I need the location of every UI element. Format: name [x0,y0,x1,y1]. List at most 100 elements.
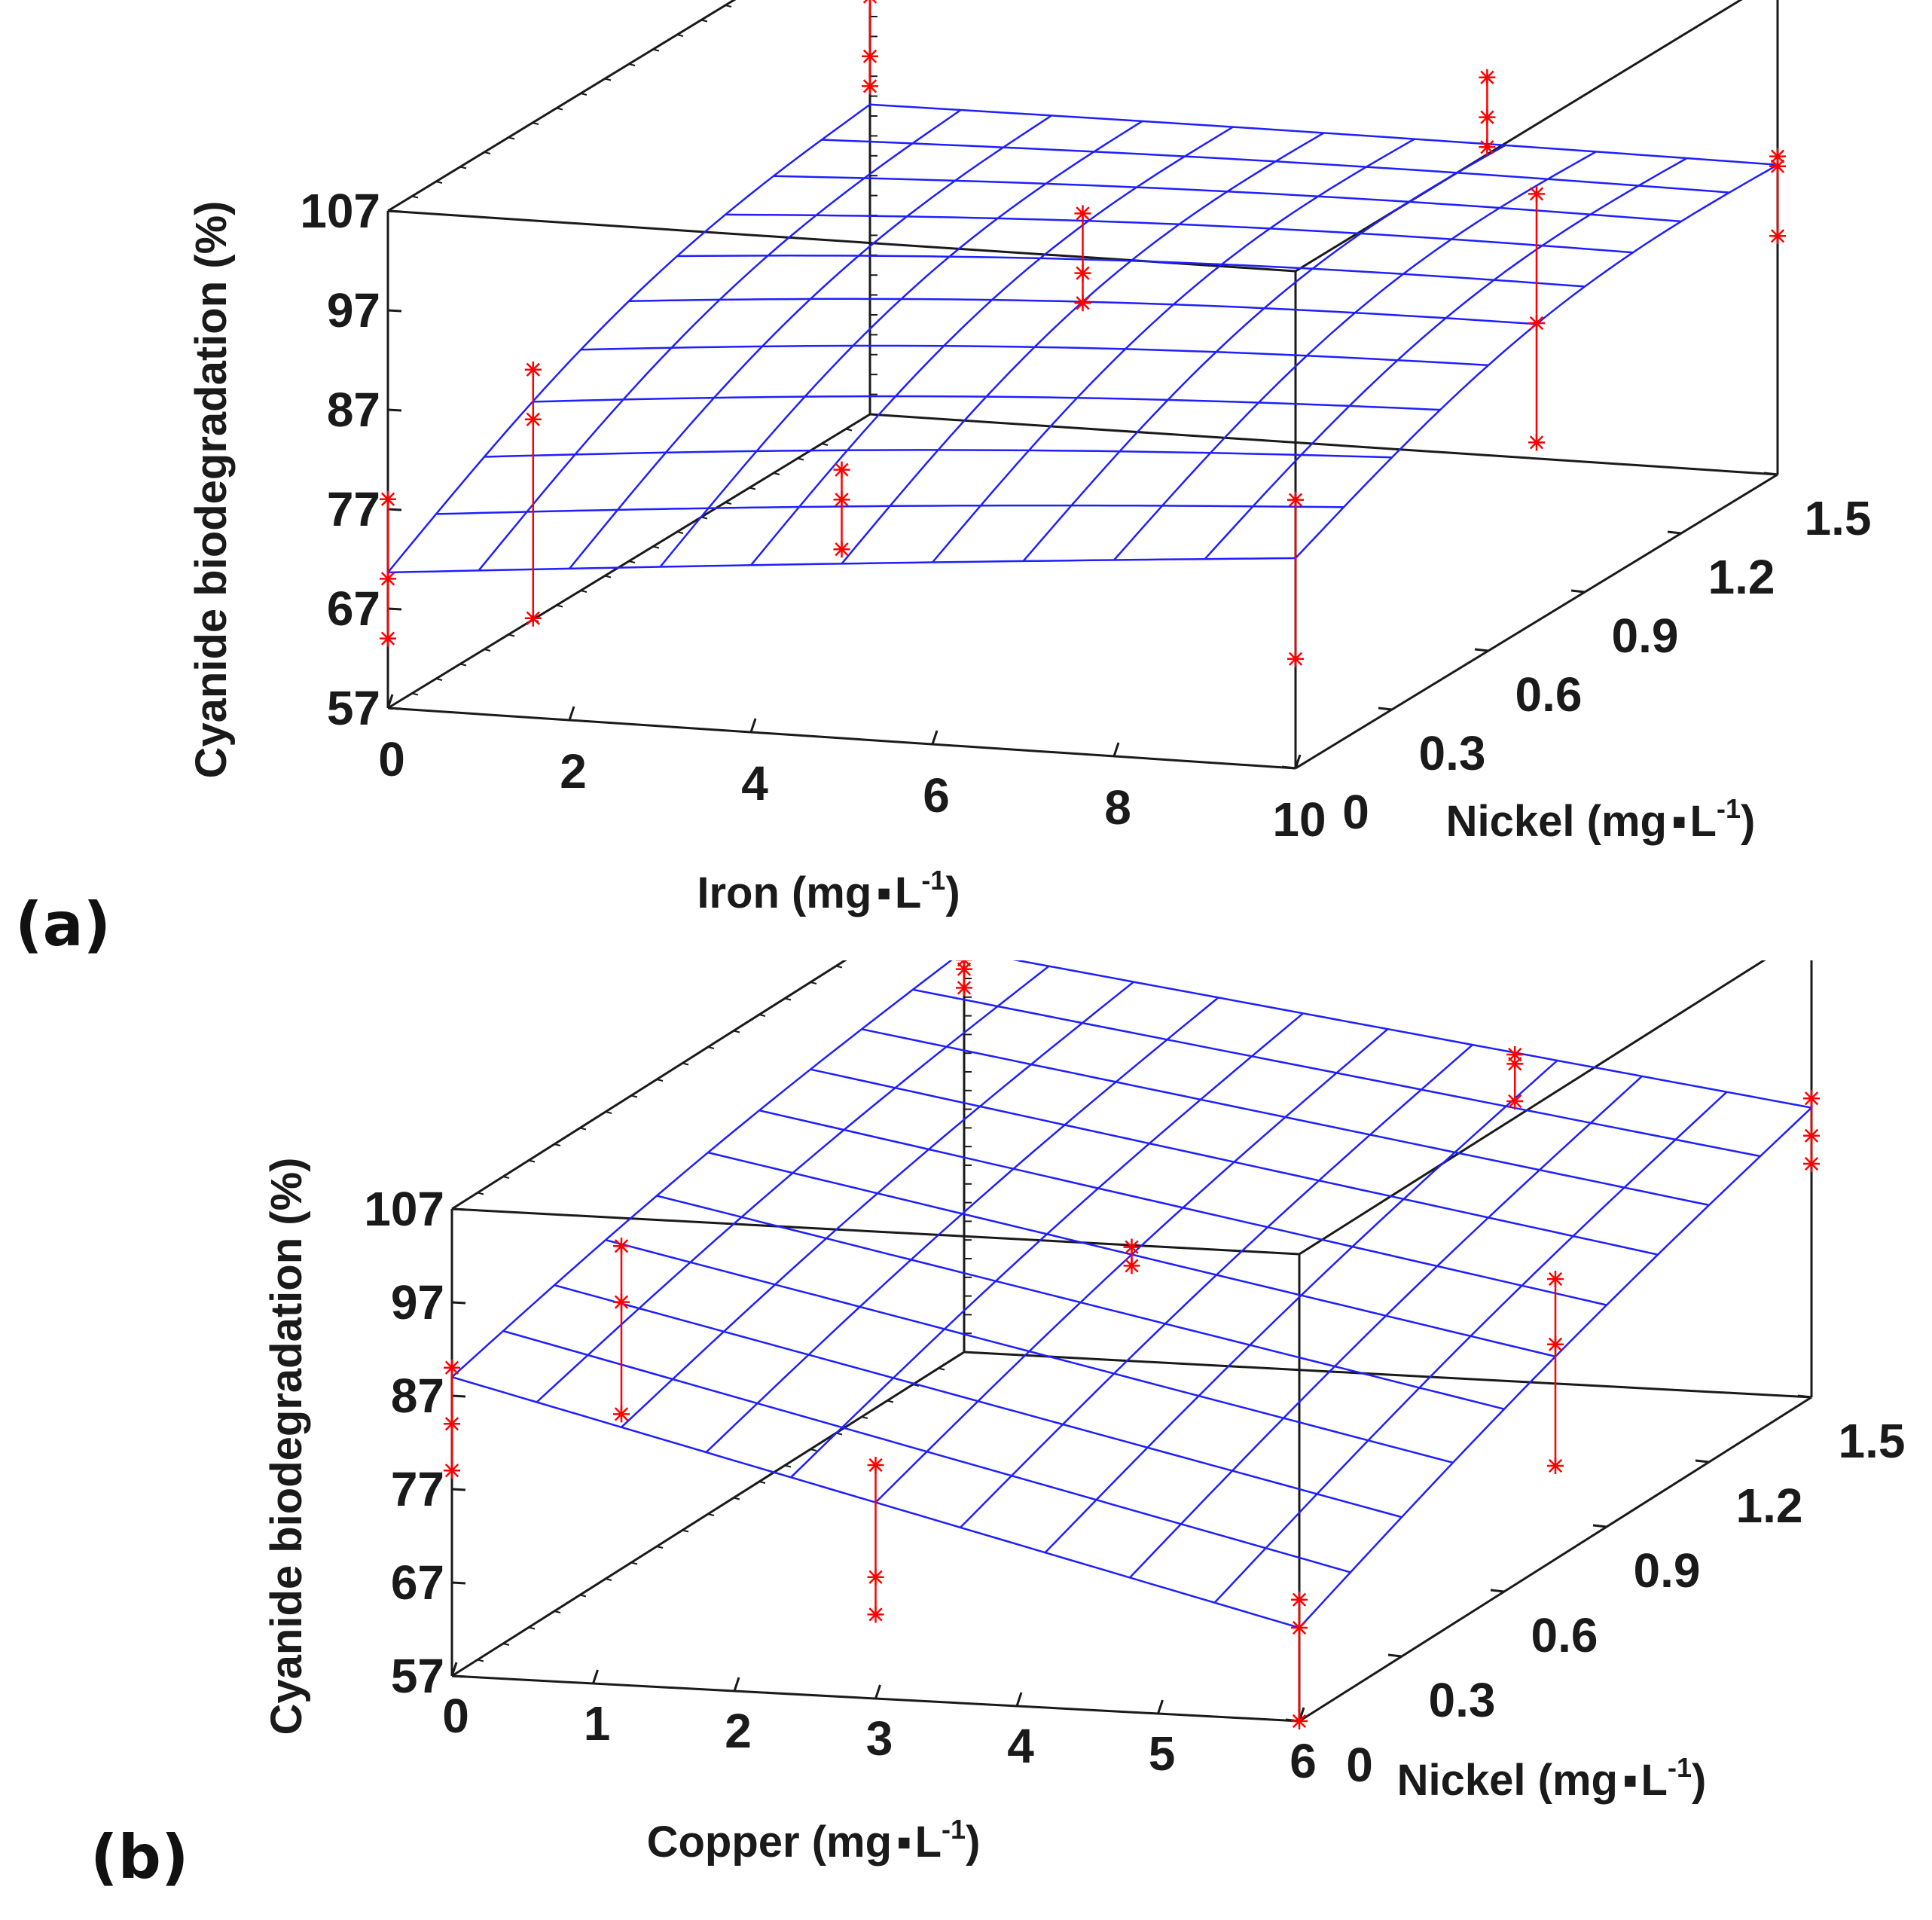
chart-b-asterisk-stroke [963,960,972,967]
chart-a-surface-line-y [932,138,1415,563]
chart-a-surface-line-x [580,344,1489,367]
chart-b-x-tick-mark [733,1677,740,1692]
chart-a-y-minor-tick [484,151,491,154]
chart-b-box-edge [1299,960,1766,1256]
chart-a-x-tick-label: 6 [923,768,950,823]
chart-b-data-point [444,1415,460,1433]
chart-b-x-axis-title-unit: L [915,1818,942,1867]
chart-a-y-minor-tick [459,166,467,169]
chart-a-asterisk-stroke [1076,296,1090,310]
chart-a-x-tick-label: 10 [1272,792,1326,847]
chart-b-z-tick-mark [451,1394,466,1398]
chart-a-y-tick-label: 1.2 [1708,550,1775,604]
chart-a-z-tick-mark [387,408,402,412]
chart-a-data-point [1479,69,1496,86]
chart-b-y-minor-tick [733,1497,740,1500]
chart-b-surface-line-y [705,997,1219,1453]
chart-b-data-point [444,1462,460,1479]
chart-a-y-axis-title-unit: L [1690,797,1717,846]
chart-a-data-point [524,609,542,627]
chart-b-x-tick-label: 5 [1149,1726,1176,1781]
chart-b-x-tick-label: 3 [866,1711,893,1766]
chart-a-y-minor-tick [700,516,708,520]
chart-b-y-tick-mark [1490,1589,1505,1593]
chart-a-asterisk-stroke [380,492,395,506]
chart-a-box-edge [1295,473,1778,770]
chart-a-y-tick-mark [1667,530,1682,535]
chart-a-y-tick-label: 0 [1342,785,1369,839]
chart-b-y-tick-mark [1695,1459,1710,1464]
chart-a-asterisk-stroke [1529,316,1544,331]
chart-panel-b: 57 67 77 87 97 107 0 1 2 3 4 5 6 0 0.3 0.6 0.9 1.2 1.5 Cyan… [0,960,1932,1920]
chart-a-replicates [380,0,1786,667]
chart-a-surface-line-x [821,139,1730,194]
chart-b-y-axis-title-close: ) [1692,1756,1706,1805]
chart-b-replicates [444,960,1820,1729]
chart-b-asterisk-stroke [614,1239,629,1253]
chart-b-asterisk-stroke [1292,1592,1307,1607]
chart-a-data-point [862,78,878,95]
chart-a-surface-line-x [532,395,1441,411]
chart-a-z-tick-label: 57 [327,681,380,735]
chart-b-y-axis-title-text: Nickel (mg [1397,1756,1618,1805]
chart-a-x-axis-title-exp: -1 [921,865,945,896]
chart-b-box-edge [451,1207,1300,1256]
chart-a-ticks [386,5,1778,770]
chart-b-z-tick-label: 67 [391,1555,444,1610]
chart-b-y-tick-mark [1592,1524,1607,1528]
chart-b-data-point [867,1457,884,1473]
chart-b-y-minor-tick [528,1626,536,1630]
chart-a-z-tick-label: 97 [327,283,380,337]
chart-a-z-tick-mark [387,508,402,511]
chart-a-x-axis-title-text: Iron (mg [697,868,871,917]
chart-a-asterisk-stroke [1480,70,1494,84]
chart-b-asterisk-stroke [444,1417,459,1431]
chart-a-y-minor-tick [532,122,539,125]
chart-b-y-tick-mark [1387,1653,1402,1658]
chart-b-y-minor-tick [630,1561,638,1565]
chart-b-data-point [1547,1458,1564,1474]
chart-a-data-point [1769,227,1786,245]
chart-b-y-minor-tick [579,1594,587,1598]
chart-b-y-minor-tick [528,1159,536,1163]
chart-a-asterisk-stroke [835,462,849,477]
chart-a-data-point [833,491,850,508]
chart-a-x-tick-label: 2 [560,744,587,798]
chart-a-data-point [1074,205,1091,222]
chart-b-y-minor-tick [784,1464,792,1468]
chart-a-surface-line-x [387,557,1296,574]
chart-b-surface-line-y [1044,1060,1558,1554]
chart-a-x-tick-label: 0 [378,732,405,786]
chart-a-surface-line-x [725,213,1634,254]
chart-b-y-minor-tick [758,1481,766,1484]
chart-b-y-minor-tick [502,1643,510,1646]
chart-b-asterisk-stroke [1125,1259,1139,1273]
chart-b-y-tick-mark [1797,1394,1812,1399]
chart-a-data-point [833,461,850,478]
chart-b-y-minor-tick [733,1030,740,1033]
chart-a-y-axis-title-text: Nickel (mg [1446,797,1667,846]
chart-a-z-tick-label: 87 [327,383,380,437]
chart-b-asterisk-stroke [1508,1047,1522,1062]
chart-b-x-tick-label: 4 [1007,1719,1034,1773]
chart-b-data-point [867,1606,884,1623]
chart-b-y-minor-tick [477,1192,484,1195]
chart-b-y-axis-title-sep: ▪ [1622,1756,1638,1805]
chart-b-x-tick-mark [450,1662,458,1677]
chart-b-asterisk-stroke [1292,1714,1307,1729]
chart-b-asterisk-stroke [1804,1128,1819,1143]
chart-b-y-axis-title: Nickel (mg ▪L-1) [1397,1752,1707,1805]
chart-b-x-axis-title-close: ) [966,1818,980,1867]
chart-a-y-minor-tick [652,48,660,52]
chart-a-data-point [1287,491,1304,508]
chart-b-asterisk-stroke [1292,1620,1307,1635]
chart-a-y-tick-mark [1378,707,1393,711]
chart-a-y-minor-tick [508,136,515,140]
chart-b-box [450,960,1813,1723]
chart-a-surface-line-y [659,120,1143,568]
chart-a-z-axis-title: Cyanide biodegradation (%) [187,201,236,779]
chart-a-data-point [833,541,850,558]
chart-a-y-minor-tick [435,181,443,184]
